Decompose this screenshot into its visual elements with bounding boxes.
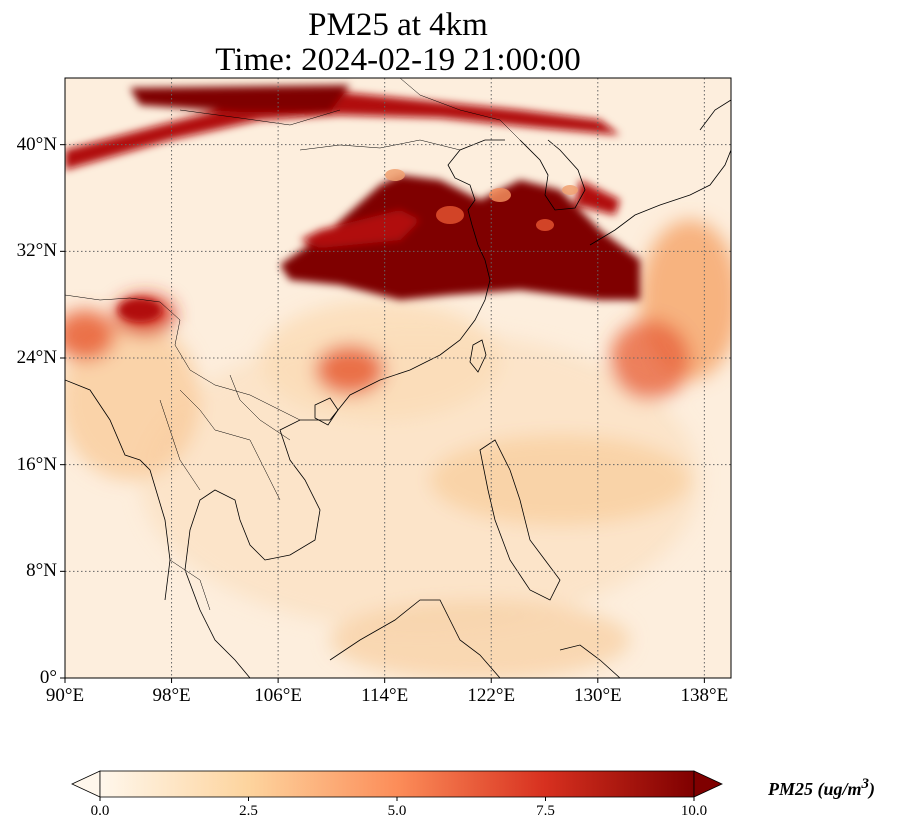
lon-tick-label: 106°E [254,685,302,706]
colorbar [71,770,723,801]
axis-ticks [60,144,705,683]
lon-tick-label: 98°E [152,685,191,706]
colorbar-tick-label: 2.5 [239,803,258,819]
colorbar-label-text: PM25 (ug/m [768,779,862,799]
colorbar-label-exponent: 3 [861,776,870,792]
colorbar-label-close: ) [869,779,876,799]
colorbar-min-extension [71,770,101,798]
lat-tick-label: 40°N [16,133,57,155]
colorbar-tick-label: 0.0 [90,803,110,819]
country-borders [65,78,521,611]
colorbar-gradient [99,770,695,798]
lat-tick-label: 0° [39,667,57,688]
map-frame [64,77,732,679]
lon-tick-label: 122°E [467,685,516,706]
lon-tick-label: 114°E [361,685,409,706]
lat-tick-label: 32°N [16,240,57,262]
colorbar-label: PM25 (ug/m3) [768,776,875,800]
colorbar-tick-label: 5.0 [387,803,407,819]
lon-tick-label: 90°E [45,685,85,706]
lat-tick-label: 8°N [26,560,57,582]
colorbar-tick-label: 7.5 [536,803,555,819]
map-subtitle-time: Time: 2024-02-19 21:00:00 [215,42,581,78]
colorbar-tick-label: 10.0 [680,803,708,819]
lon-tick-label: 130°E [573,685,622,706]
lat-tick-label: 24°N [16,347,57,368]
colorbar-ticks [99,797,695,801]
map-title: PM25 at 4km [308,7,488,43]
colorbar-max-extension [693,770,723,798]
coastlines [65,99,731,678]
gridlines [65,78,731,678]
lon-tick-label: 138°E [680,685,729,706]
lat-tick-label: 16°N [16,453,57,475]
pm25-concentration-field [65,78,731,678]
